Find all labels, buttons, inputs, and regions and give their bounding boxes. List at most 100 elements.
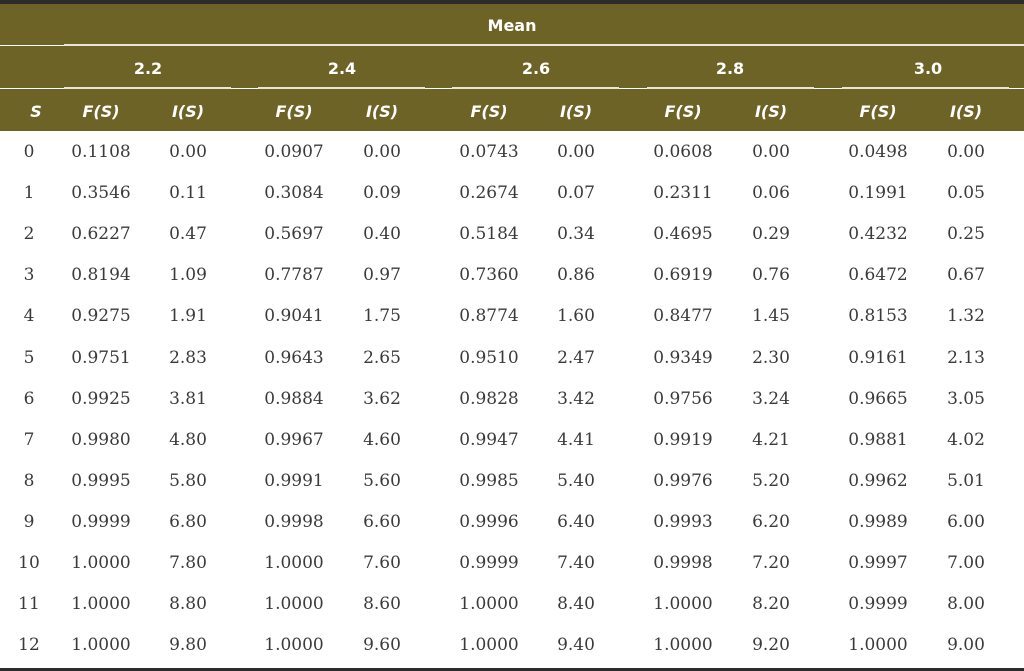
i-value-cell: 9.60 xyxy=(363,635,401,656)
i-value-cell: 6.40 xyxy=(557,511,595,532)
i-value-cell: 0.00 xyxy=(557,142,595,162)
f-value-cell: 0.7787 xyxy=(264,265,324,286)
f-value-cell: 0.9947 xyxy=(459,429,519,450)
mean-group-underline xyxy=(452,87,619,89)
f-value-cell: 0.9919 xyxy=(653,429,713,450)
f-value-cell: 0.9349 xyxy=(653,347,713,368)
f-value-cell: 0.9997 xyxy=(848,553,908,573)
f-value-cell: 1.0000 xyxy=(264,635,324,656)
s-value-cell: 11 xyxy=(18,594,40,615)
i-value-cell: 0.67 xyxy=(947,265,985,286)
f-value-cell: 0.9665 xyxy=(848,388,908,409)
i-value-cell: 5.40 xyxy=(557,470,595,491)
f-column-header: F(S) xyxy=(470,102,508,121)
f-value-cell: 0.9828 xyxy=(459,388,519,409)
f-value-cell: 0.0498 xyxy=(848,142,908,162)
i-value-cell: 0.00 xyxy=(363,142,401,162)
s-column-header: S xyxy=(30,102,42,121)
f-value-cell: 0.1991 xyxy=(848,183,908,204)
i-column-header: I(S) xyxy=(949,102,983,121)
mean-value-header: 3.0 xyxy=(913,59,943,78)
i-value-cell: 3.05 xyxy=(947,388,985,409)
f-value-cell: 0.9643 xyxy=(264,347,324,368)
f-value-cell: 0.6472 xyxy=(848,265,908,286)
f-value-cell: 0.9041 xyxy=(264,306,324,327)
i-value-cell: 2.13 xyxy=(947,347,985,368)
i-value-cell: 0.00 xyxy=(169,142,207,162)
i-value-cell: 1.32 xyxy=(947,306,985,327)
f-value-cell: 0.8477 xyxy=(653,306,713,327)
f-value-cell: 0.2674 xyxy=(459,183,519,204)
i-value-cell: 1.75 xyxy=(363,306,401,327)
f-value-cell: 0.6919 xyxy=(653,265,713,286)
s-value-cell: 9 xyxy=(23,511,35,532)
f-value-cell: 0.0907 xyxy=(264,142,324,162)
i-value-cell: 2.83 xyxy=(169,347,207,368)
i-value-cell: 8.20 xyxy=(752,594,790,615)
i-value-cell: 0.86 xyxy=(557,265,595,286)
i-value-cell: 5.60 xyxy=(363,470,401,491)
f-value-cell: 1.0000 xyxy=(71,553,131,573)
i-value-cell: 0.47 xyxy=(169,224,207,245)
i-value-cell: 9.00 xyxy=(947,635,985,656)
i-value-cell: 0.29 xyxy=(752,224,790,245)
mean-group-underline xyxy=(258,87,425,89)
s-value-cell: 10 xyxy=(18,553,40,573)
i-value-cell: 3.62 xyxy=(363,388,401,409)
i-value-cell: 4.60 xyxy=(363,429,401,450)
f-value-cell: 0.9962 xyxy=(848,470,908,491)
mean-group-underline xyxy=(647,87,814,89)
f-value-cell: 0.9999 xyxy=(71,511,131,532)
f-value-cell: 1.0000 xyxy=(653,635,713,656)
f-value-cell: 0.9995 xyxy=(71,470,131,491)
i-value-cell: 0.07 xyxy=(557,183,595,204)
f-value-cell: 1.0000 xyxy=(71,594,131,615)
i-value-cell: 0.11 xyxy=(169,183,207,204)
f-value-cell: 0.8194 xyxy=(71,265,131,286)
i-value-cell: 0.25 xyxy=(947,224,985,245)
s-value-cell: 2 xyxy=(23,224,35,245)
i-value-cell: 7.20 xyxy=(752,553,790,573)
i-value-cell: 0.06 xyxy=(752,183,790,204)
i-value-cell: 0.76 xyxy=(752,265,790,286)
f-column-header: F(S) xyxy=(275,102,313,121)
s-value-cell: 5 xyxy=(23,347,35,368)
f-value-cell: 1.0000 xyxy=(459,594,519,615)
f-value-cell: 0.3546 xyxy=(71,183,131,204)
f-value-cell: 0.0743 xyxy=(459,142,519,162)
i-value-cell: 6.80 xyxy=(169,511,207,532)
i-value-cell: 7.40 xyxy=(557,553,595,573)
i-value-cell: 5.01 xyxy=(947,470,985,491)
f-value-cell: 0.9991 xyxy=(264,470,324,491)
f-value-cell: 0.9884 xyxy=(264,388,324,409)
i-value-cell: 4.02 xyxy=(947,429,985,450)
f-value-cell: 0.9999 xyxy=(459,553,519,573)
mean-heading: Mean xyxy=(487,16,537,35)
mean-value-header: 2.4 xyxy=(327,59,357,78)
f-value-cell: 0.9985 xyxy=(459,470,519,491)
i-value-cell: 3.24 xyxy=(752,388,790,409)
f-value-cell: 0.0608 xyxy=(653,142,713,162)
i-value-cell: 0.40 xyxy=(363,224,401,245)
f-value-cell: 0.4695 xyxy=(653,224,713,245)
top-border xyxy=(0,0,1024,4)
f-value-cell: 0.6227 xyxy=(71,224,131,245)
s-value-cell: 12 xyxy=(18,635,40,656)
i-value-cell: 4.21 xyxy=(752,429,790,450)
i-column-header: I(S) xyxy=(754,102,788,121)
s-value-cell: 4 xyxy=(23,306,35,327)
f-value-cell: 0.9976 xyxy=(653,470,713,491)
i-column-header: I(S) xyxy=(365,102,399,121)
mean-value-header: 2.8 xyxy=(715,59,745,78)
f-value-cell: 0.9999 xyxy=(848,594,908,615)
mean-group-underline xyxy=(64,87,231,89)
f-value-cell: 0.9998 xyxy=(653,553,713,573)
f-value-cell: 0.5184 xyxy=(459,224,519,245)
f-value-cell: 0.5697 xyxy=(264,224,324,245)
s-value-cell: 3 xyxy=(23,265,35,286)
i-value-cell: 5.80 xyxy=(169,470,207,491)
f-column-header: F(S) xyxy=(859,102,897,121)
i-value-cell: 4.41 xyxy=(557,429,595,450)
mean-group-underline xyxy=(842,87,1009,89)
mean-underline xyxy=(64,44,1024,46)
